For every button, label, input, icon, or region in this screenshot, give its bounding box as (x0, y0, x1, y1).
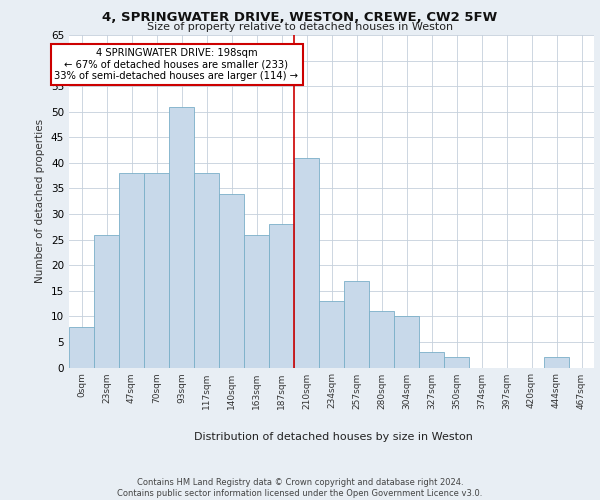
Bar (69, 326, 94, 368)
Bar (194, 173, 219, 368)
Text: 4, SPRINGWATER DRIVE, WESTON, CREWE, CW2 5FW: 4, SPRINGWATER DRIVE, WESTON, CREWE, CW2… (103, 11, 497, 24)
Bar (444, 358, 469, 368)
Bar (419, 352, 444, 368)
Bar (344, 280, 369, 368)
Text: Size of property relative to detached houses in Weston: Size of property relative to detached ho… (147, 22, 453, 32)
Bar (544, 358, 569, 368)
Bar (169, 106, 194, 368)
Text: Distribution of detached houses by size in Weston: Distribution of detached houses by size … (194, 432, 472, 442)
Bar (319, 301, 344, 368)
Bar (94, 234, 119, 368)
Bar (219, 194, 244, 368)
Text: Contains HM Land Registry data © Crown copyright and database right 2024.
Contai: Contains HM Land Registry data © Crown c… (118, 478, 482, 498)
Text: 4 SPRINGWATER DRIVE: 198sqm
← 67% of detached houses are smaller (233)
33% of se: 4 SPRINGWATER DRIVE: 198sqm ← 67% of det… (55, 48, 299, 81)
Bar (294, 158, 319, 368)
Bar (244, 234, 269, 368)
Bar (144, 173, 169, 368)
Bar (269, 224, 294, 368)
Bar (119, 173, 144, 368)
Bar (369, 311, 394, 368)
Bar (394, 316, 419, 368)
Y-axis label: Number of detached properties: Number of detached properties (35, 119, 46, 284)
